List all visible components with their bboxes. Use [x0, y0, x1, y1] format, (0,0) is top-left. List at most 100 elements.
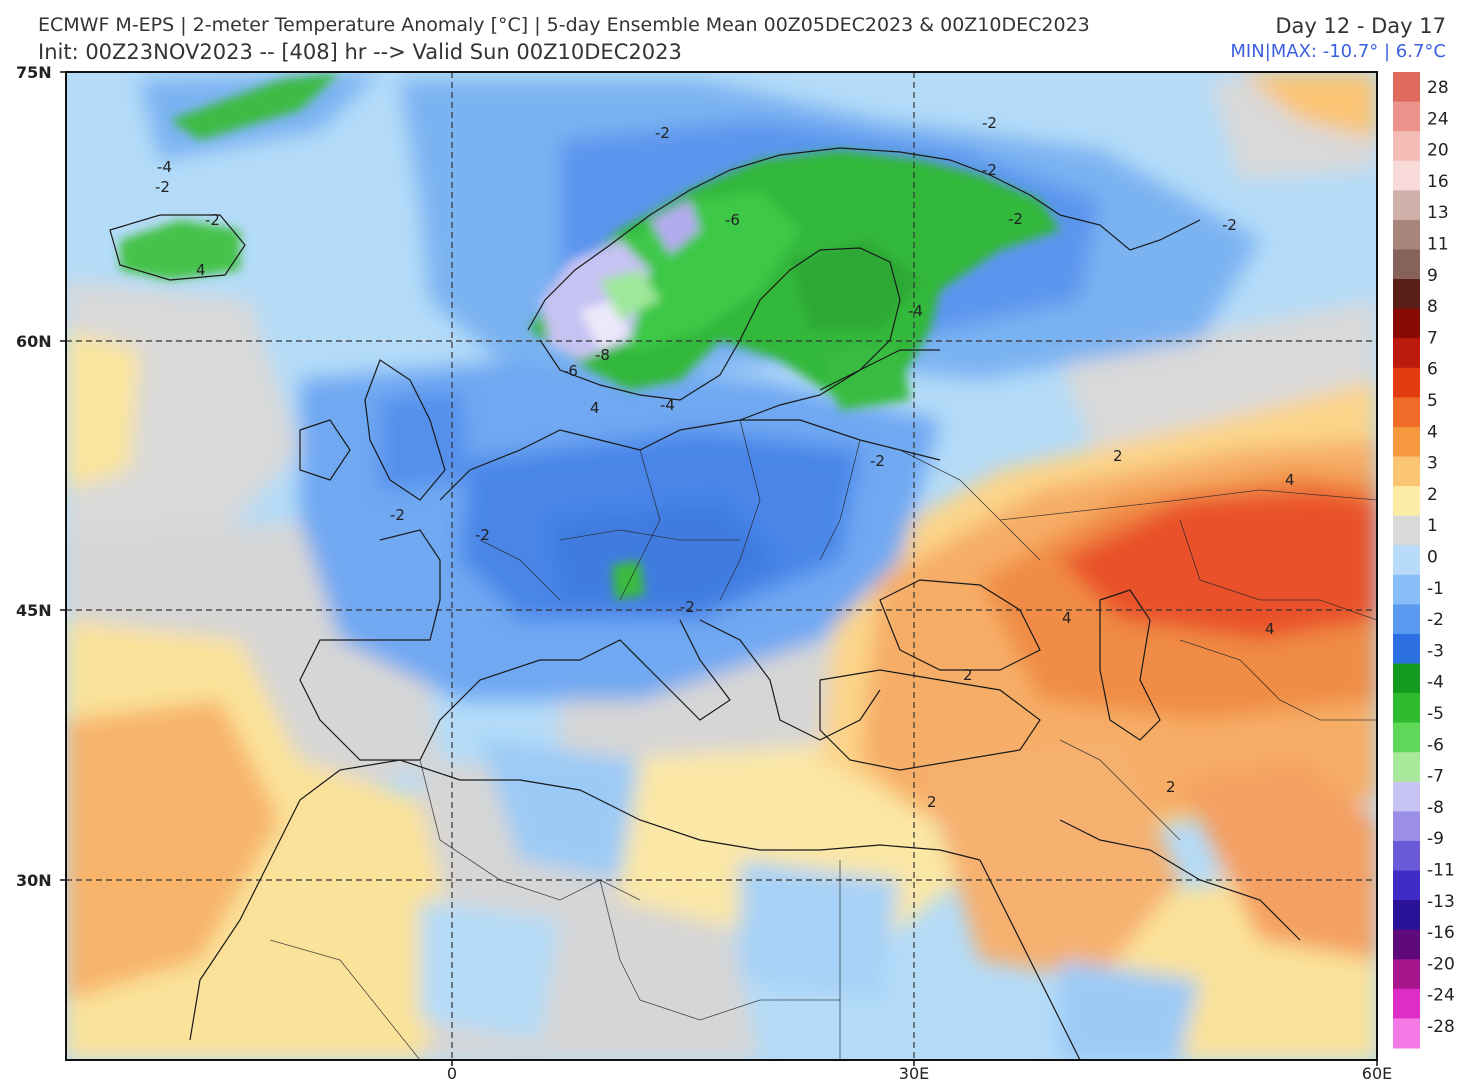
- colorbar-label: -1: [1427, 579, 1444, 599]
- colorbar-swatch: [1393, 693, 1420, 724]
- colorbar-swatch: [1393, 929, 1420, 960]
- colorbar-label: 24: [1427, 109, 1449, 129]
- colorbar-swatch: [1393, 781, 1420, 812]
- colorbar-swatch: [1393, 249, 1420, 280]
- graticule: [66, 72, 1377, 1060]
- map-title: ECMWF M-EPS | 2-meter Temperature Anomal…: [38, 14, 1090, 36]
- colorbar-swatch: [1393, 870, 1420, 901]
- colorbar-swatch: [1393, 397, 1420, 428]
- colorbar-label: -3: [1427, 641, 1444, 661]
- colorbar-label: 8: [1427, 297, 1438, 317]
- colorbar-label: -5: [1427, 704, 1444, 724]
- contour-label: 4: [1062, 609, 1072, 627]
- colorbar-swatch: [1393, 722, 1420, 753]
- colorbar-label: 28: [1427, 78, 1449, 98]
- contour-label: -2: [982, 114, 997, 132]
- lat-label-45n: 45N: [16, 601, 52, 620]
- lon-label-30e: 30E: [899, 1064, 929, 1080]
- contour-label: -2: [982, 161, 997, 179]
- colorbar-swatch: [1393, 988, 1420, 1019]
- colorbar-label: -8: [1427, 798, 1444, 818]
- contour-label: -4: [660, 396, 675, 414]
- contour-label: 4: [1265, 620, 1275, 638]
- contour-label: -2: [155, 178, 170, 196]
- map-subtitle: Init: 00Z23NOV2023 -- [408] hr --> Valid…: [38, 40, 682, 64]
- colorbar-swatch: [1393, 515, 1420, 546]
- lat-label-60n: 60N: [16, 332, 52, 351]
- map-frame: [65, 71, 1378, 1061]
- colorbar-label: -6: [1427, 735, 1444, 755]
- colorbar-label: 2: [1427, 485, 1438, 505]
- colorbar-swatch: [1393, 101, 1420, 132]
- lat-label-30n: 30N: [16, 871, 52, 890]
- contour-label: -4: [157, 158, 172, 176]
- colorbar-label: -11: [1427, 861, 1455, 881]
- colorbar-label: -20: [1427, 954, 1455, 974]
- colorbar-swatch: [1393, 900, 1420, 931]
- contour-label: 4: [590, 399, 600, 417]
- contour-label: -2: [870, 452, 885, 470]
- colorbar-label: -24: [1427, 986, 1455, 1006]
- contour-label: -2: [1008, 210, 1023, 228]
- colorbar-label: 11: [1427, 235, 1449, 255]
- contour-labels: -2 -2 -2 -2 -4 -2 -2 -2 4 -6 -6 -8 -4 -4…: [155, 114, 1295, 811]
- contour-label: -2: [475, 526, 490, 544]
- contour-label: -2: [205, 211, 220, 229]
- colorbar-swatch: [1393, 663, 1420, 694]
- contour-label: -6: [725, 211, 740, 229]
- contour-label: 2: [1113, 447, 1123, 465]
- colorbar-swatch: [1393, 811, 1420, 842]
- colorbar-label: 16: [1427, 172, 1449, 192]
- colorbar-swatch: [1393, 426, 1420, 457]
- colorbar-label: 20: [1427, 141, 1449, 161]
- colorbar-swatch: [1393, 456, 1420, 487]
- colorbar-swatch: [1393, 1018, 1420, 1049]
- contour-label: 2: [963, 666, 973, 684]
- colorbar-swatch: [1393, 545, 1420, 576]
- lon-label-0: 0: [447, 1064, 457, 1080]
- colorbar-label: 0: [1427, 548, 1438, 568]
- colorbar-label: -2: [1427, 610, 1444, 630]
- contour-label: 4: [196, 261, 206, 279]
- coastlines: [109, 147, 1301, 1060]
- colorbar-label: 9: [1427, 266, 1438, 286]
- colorbar-label: 4: [1427, 422, 1438, 442]
- contour-label: -2: [655, 124, 670, 142]
- colorbar-label: -7: [1427, 767, 1444, 787]
- lon-label-60e: 60E: [1362, 1064, 1392, 1080]
- lat-label-75n: 75N: [16, 63, 52, 82]
- contour-label: -4: [908, 302, 923, 320]
- colorbar-label: -28: [1427, 1017, 1455, 1037]
- colorbar-swatch: [1393, 574, 1420, 605]
- colorbar-swatch: [1393, 72, 1420, 103]
- colorbar-label: -4: [1427, 673, 1444, 693]
- axis-ticks: [60, 71, 1378, 1066]
- colorbar-label: 7: [1427, 328, 1438, 348]
- colorbar-swatch: [1393, 752, 1420, 783]
- contour-label: 4: [1285, 471, 1295, 489]
- colorbar-label: 13: [1427, 203, 1449, 223]
- colorbar-swatch: [1393, 840, 1420, 872]
- contour-label: -8: [595, 346, 610, 364]
- contour-label: -2: [1222, 216, 1237, 234]
- colorbar-label: -13: [1427, 892, 1455, 912]
- contour-label: -2: [680, 598, 695, 616]
- contour-label: -6: [563, 362, 578, 380]
- colorbar-label: 6: [1427, 360, 1438, 380]
- contour-label: 2: [1166, 778, 1176, 796]
- contour-label: 2: [927, 793, 937, 811]
- colorbar-label: -9: [1427, 829, 1444, 849]
- contour-label: -2: [390, 506, 405, 524]
- borders: [269, 419, 1377, 1060]
- colorbar-swatch: [1393, 279, 1420, 310]
- colorbar-label: 1: [1427, 516, 1438, 536]
- min-max-label: MIN|MAX: -10.7° | 6.7°C: [1230, 41, 1446, 62]
- colorbar-swatch: [1393, 131, 1420, 162]
- colorbar-swatch: [1393, 308, 1420, 339]
- colorbar-label: -16: [1427, 923, 1455, 943]
- colorbar-swatch: [1393, 604, 1420, 635]
- colorbar-swatch: [1393, 338, 1420, 369]
- day-range-label: Day 12 - Day 17: [1275, 14, 1446, 38]
